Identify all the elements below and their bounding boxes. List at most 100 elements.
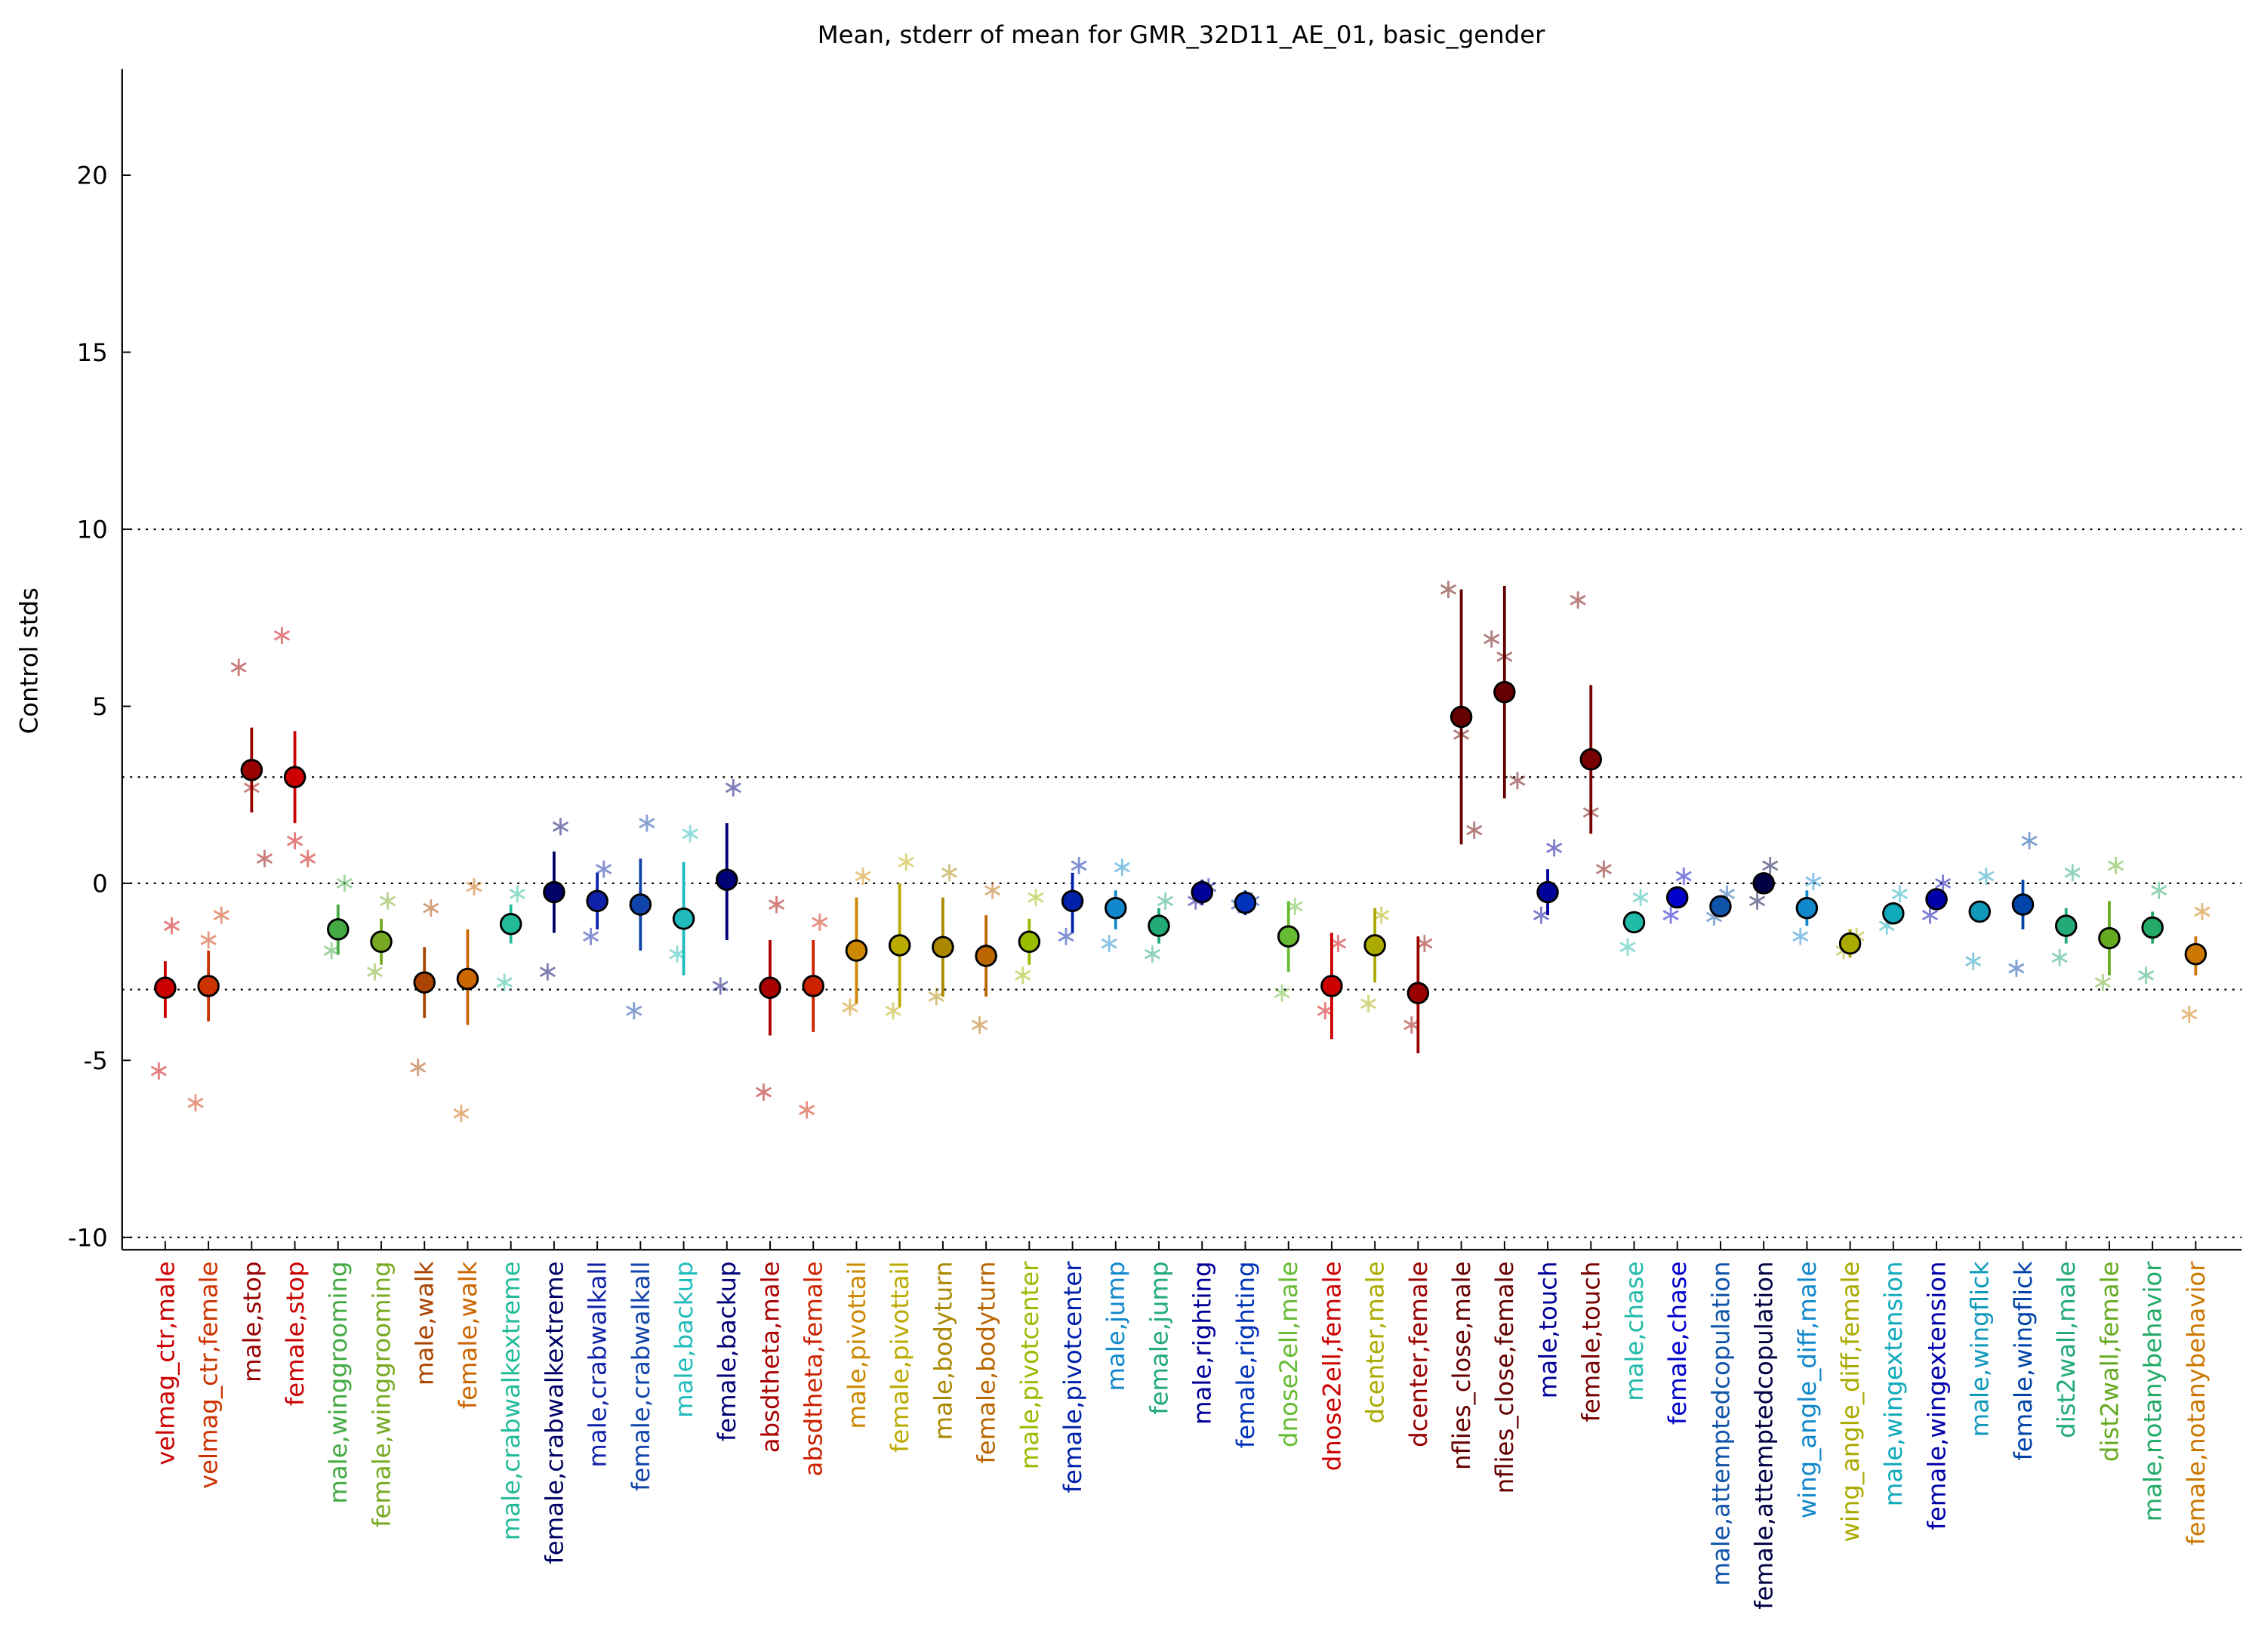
asterisk-stroke [799,1105,815,1115]
x-tick-label: female,pivotcenter [1058,1261,1087,1493]
asterisk-stroke [2021,835,2038,846]
asterisk-stroke [200,934,217,945]
experiment-point [1466,821,1483,839]
experiment-point [971,1016,988,1034]
experiment-point [1101,935,1117,953]
experiment-point [539,963,556,981]
x-tick-label: male,touch [1533,1261,1562,1398]
asterisk-stroke [1157,895,1174,907]
y-tick-label: -5 [83,1046,107,1075]
x-tick-label: male,notanybehavior [2139,1261,2167,1522]
x-tick-label: female,winggrooming [367,1261,396,1527]
x-tick-label: male,wingflick [1966,1261,1995,1437]
asterisk-stroke [1317,1005,1333,1016]
experiment-point [2021,832,2038,850]
mean-marker [629,893,652,916]
x-tick-label: female,crabwalkextreme [540,1261,568,1564]
experiment-point [1545,839,1563,857]
mean-marker [2011,893,2035,916]
asterisk-stroke [1015,969,1031,981]
asterisk-stroke [626,1005,642,1016]
experiment-point [1071,857,1087,874]
asterisk-stroke [1545,843,1563,853]
experiment-point [1114,858,1130,877]
asterisk-stroke [286,835,303,846]
asterisk-stroke [1935,877,1952,889]
asterisk-stroke [768,899,785,910]
mean-marker [1882,902,1905,925]
x-tick-label: dcenter,female [1404,1261,1433,1447]
asterisk-stroke [682,828,698,840]
mean-marker [1709,895,1732,918]
mean-marker [1234,891,1257,914]
experiment-point [163,917,180,935]
experiment-point [2094,973,2111,991]
mean-marker [1536,880,1559,904]
experiment-point [1416,935,1433,953]
mean-marker [802,975,824,997]
asterisk-stroke [1101,938,1117,949]
experiment-point [1978,868,1995,885]
experiment-point [639,814,655,832]
asterisk-stroke [1748,895,1766,907]
asterisk-stroke [2051,952,2068,963]
asterisk-stroke [1373,910,1390,921]
mean-marker [1191,880,1213,904]
experiment-point [725,778,741,797]
asterisk-stroke [855,871,871,882]
mean-marker [413,971,436,994]
experiment-point [898,853,914,871]
experiment-point [1329,935,1347,953]
mean-marker [370,930,393,954]
x-tick-label: male,backup [670,1261,698,1417]
experiment-point [2107,857,2124,874]
experiment-point [1748,892,1766,910]
experiment-point [885,1002,901,1020]
mean-marker [1838,932,1862,955]
mean-marker [932,935,954,959]
experiment-point [1662,906,1679,924]
experiment-point [1317,1002,1333,1020]
x-tick-label: wing_angle_diff,female [1836,1261,1865,1542]
asterisk-stroke [150,1065,167,1077]
asterisk-stroke [453,1108,470,1119]
mean-marker [716,868,738,891]
x-tick-label: absdtheta,male [756,1261,784,1453]
asterisk-stroke [1792,931,1809,942]
experiment-point [1619,938,1636,956]
mean-marker [1061,889,1084,913]
asterisk-stroke [596,864,612,875]
asterisk-stroke [1570,594,1586,606]
experiment-point [1286,897,1303,915]
experiment-point [2151,881,2167,899]
experiment-point [1483,630,1500,648]
asterisk-stroke [1144,948,1161,960]
experiment-point [466,878,482,896]
asterisk-stroke [2151,885,2167,896]
mean-marker [845,939,868,962]
x-tick-label: female,pivottail [886,1261,914,1452]
experiment-point [150,1062,167,1080]
x-tick-label: female,walk [454,1261,482,1409]
asterisk-stroke [1978,871,1995,882]
mean-marker [1105,896,1127,920]
asterisk-stroke [755,1086,772,1098]
asterisk-stroke [898,856,914,868]
experiment-point [1144,945,1161,963]
experiment-point [509,885,525,903]
x-tick-label: male,pivottail [843,1261,871,1429]
experiment-point [1373,906,1390,924]
experiment-point [230,658,247,677]
experiment-point [1360,994,1377,1012]
y-tick-label: 5 [92,692,108,721]
x-tick-label: male,bodyturn [929,1261,957,1440]
asterisk-stroke [928,991,944,1002]
experiment-point [213,906,230,924]
x-tick-label: female,touch [1577,1261,1606,1422]
asterisk-stroke [1619,942,1636,953]
mean-marker [1406,982,1430,1005]
x-tick-label: dist2wall,male [2052,1261,2081,1438]
mean-marker [1968,900,1992,923]
experiment-point [379,892,396,910]
experiment-point [453,1105,470,1123]
